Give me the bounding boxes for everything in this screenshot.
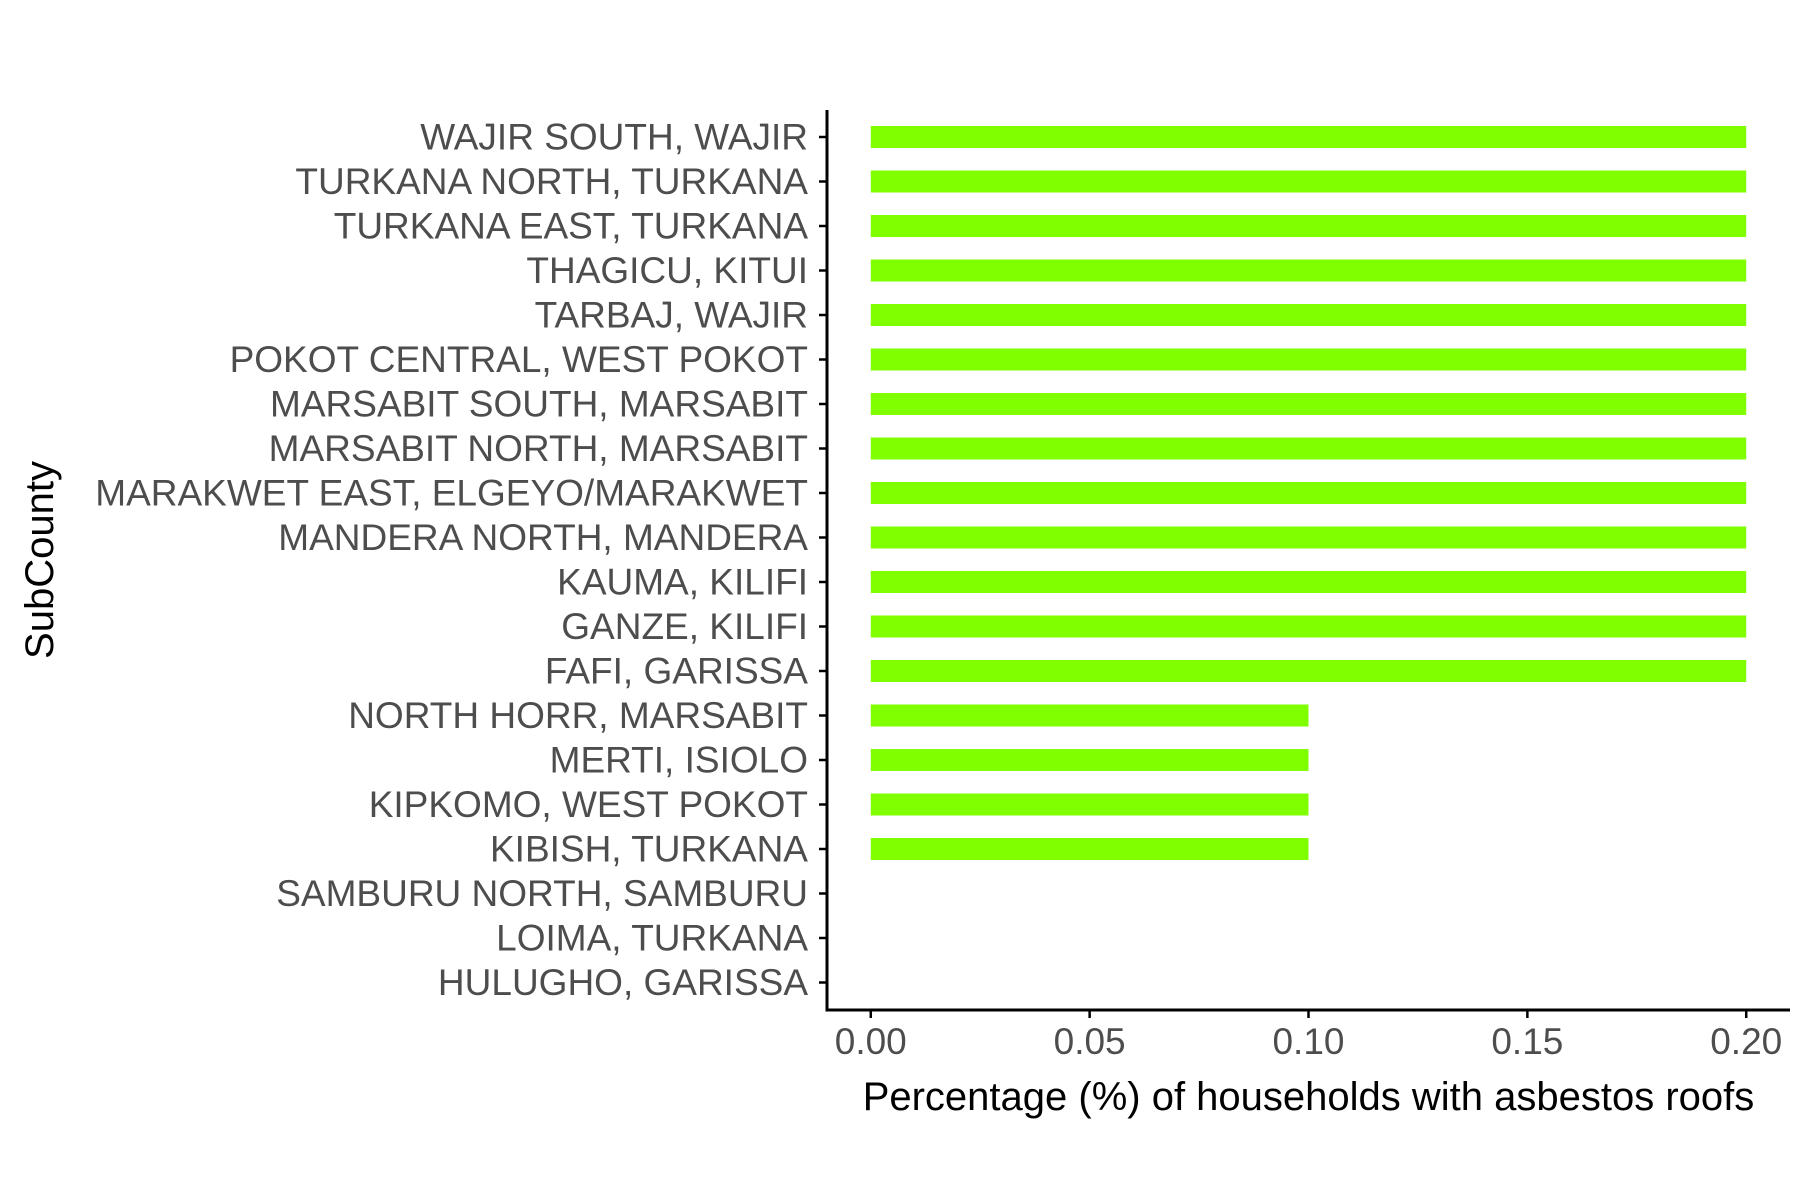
- x-tick-label: 0.00: [835, 1021, 907, 1062]
- category-label: MARAKWET EAST, ELGEYO/MARAKWET: [95, 473, 808, 514]
- x-axis: 0.00 0.05 0.10 0.15 0.20: [825, 1008, 1790, 1062]
- category-label: WAJIR SOUTH, WAJIR: [420, 117, 808, 158]
- x-tick-label: 0.10: [1272, 1021, 1344, 1062]
- category-label: KAUMA, KILIFI: [557, 562, 808, 603]
- category-label: TURKANA NORTH, TURKANA: [295, 161, 808, 202]
- bar-6: [870, 393, 1747, 415]
- bar-16: [870, 838, 1309, 860]
- category-label: MANDERA NORTH, MANDERA: [278, 517, 808, 558]
- category-label: KIPKOMO, WEST POKOT: [369, 784, 808, 825]
- bar-1: [870, 170, 1747, 193]
- bar-15: [870, 793, 1309, 816]
- bar-11: [870, 615, 1747, 638]
- category-label: MARSABIT SOUTH, MARSABIT: [270, 384, 808, 425]
- category-label: NORTH HORR, MARSABIT: [348, 695, 808, 736]
- x-ticks: 0.00 0.05 0.10 0.15 0.20: [835, 1010, 1782, 1062]
- bar-10: [870, 571, 1747, 593]
- category-label: POKOT CENTRAL, WEST POKOT: [230, 339, 808, 380]
- bar-4: [870, 304, 1747, 326]
- category-label: MERTI, ISIOLO: [550, 740, 808, 781]
- bars-group: [870, 126, 1747, 860]
- bar-3: [870, 259, 1747, 282]
- x-tick-label: 0.15: [1491, 1021, 1563, 1062]
- bar-0: [870, 126, 1747, 148]
- category-label: SAMBURU NORTH, SAMBURU: [276, 873, 808, 914]
- bar-7: [870, 437, 1747, 460]
- bar-13: [870, 704, 1309, 727]
- category-label: FAFI, GARISSA: [545, 651, 808, 692]
- category-label: HULUGHO, GARISSA: [438, 962, 808, 1003]
- category-label: GANZE, KILIFI: [561, 606, 808, 647]
- x-tick-label: 0.20: [1710, 1021, 1782, 1062]
- bar-8: [870, 482, 1747, 504]
- bar-14: [870, 749, 1309, 771]
- bar-12: [870, 660, 1747, 682]
- category-label: TURKANA EAST, TURKANA: [334, 206, 809, 247]
- category-label: LOIMA, TURKANA: [496, 918, 808, 959]
- category-label: TARBAJ, WAJIR: [535, 295, 808, 336]
- bar-5: [870, 348, 1747, 371]
- category-label: KIBISH, TURKANA: [490, 829, 808, 870]
- bar-9: [870, 526, 1747, 549]
- x-axis-title: Percentage (%) of households with asbest…: [863, 1075, 1755, 1119]
- bar-2: [870, 215, 1747, 237]
- category-label: THAGICU, KITUI: [526, 250, 808, 291]
- category-label: MARSABIT NORTH, MARSABIT: [269, 428, 808, 469]
- y-axis-title: SubCounty: [18, 461, 62, 659]
- x-tick-label: 0.05: [1054, 1021, 1126, 1062]
